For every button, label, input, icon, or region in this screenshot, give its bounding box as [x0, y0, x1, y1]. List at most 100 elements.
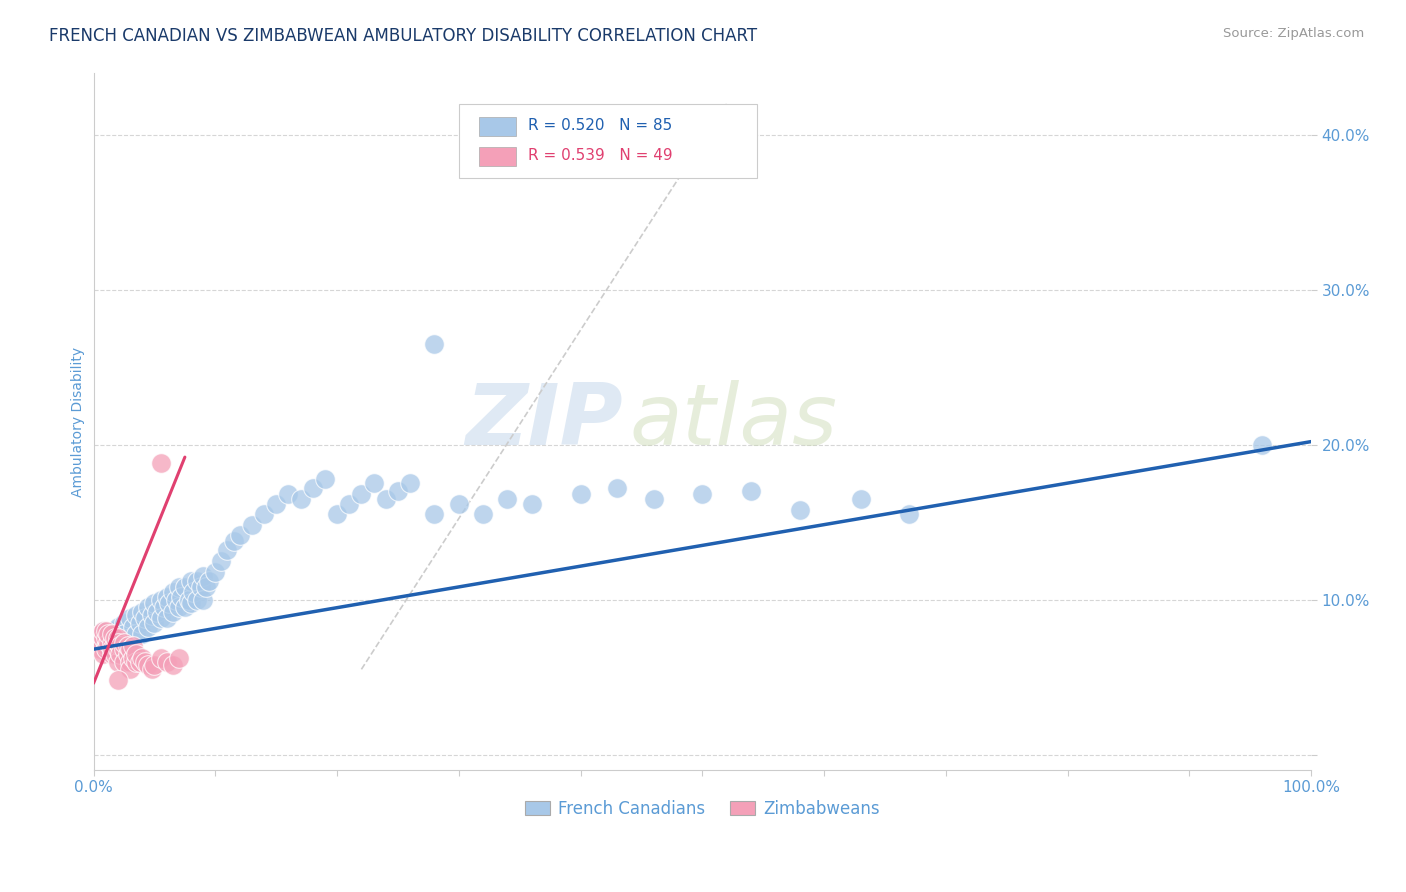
Point [198, 574, 221, 588]
Text: R = 0.539   N = 49: R = 0.539 N = 49 [529, 148, 673, 163]
Point [606, 481, 628, 495]
Point [162, 605, 184, 619]
Point [898, 508, 921, 522]
Point [94, 636, 117, 650]
Point [112, 655, 135, 669]
Point [112, 636, 135, 650]
Point [89, 626, 111, 640]
Point [143, 657, 166, 672]
Point [191, 569, 214, 583]
Point [101, 624, 124, 638]
Point [149, 456, 172, 470]
Point [186, 574, 208, 588]
Point [387, 484, 409, 499]
Point [110, 647, 132, 661]
Text: FRENCH CANADIAN VS ZIMBABWEAN AMBULATORY DISABILITY CORRELATION CHART: FRENCH CANADIAN VS ZIMBABWEAN AMBULATORY… [49, 27, 758, 45]
Point [120, 642, 142, 657]
Point [104, 626, 127, 640]
Point [180, 574, 202, 588]
Point [496, 491, 519, 506]
Point [326, 508, 349, 522]
Point [228, 527, 250, 541]
Point [423, 508, 446, 522]
Point [157, 596, 180, 610]
Point [128, 615, 150, 630]
Point [146, 605, 169, 619]
Point [117, 639, 139, 653]
Point [569, 487, 592, 501]
Point [91, 624, 114, 638]
Point [374, 491, 396, 506]
Point [94, 639, 117, 653]
Legend: French Canadians, Zimbabweans: French Canadians, Zimbabweans [517, 793, 887, 824]
Point [107, 642, 129, 657]
Text: R = 0.520   N = 85: R = 0.520 N = 85 [529, 119, 672, 134]
Point [120, 655, 142, 669]
Point [690, 487, 713, 501]
Point [117, 639, 139, 653]
Point [162, 585, 184, 599]
Point [121, 651, 143, 665]
Y-axis label: Ambulatory Disability: Ambulatory Disability [72, 346, 86, 497]
Point [94, 642, 117, 657]
Point [125, 655, 148, 669]
Point [194, 580, 217, 594]
Point [134, 655, 156, 669]
Point [162, 657, 184, 672]
Point [520, 497, 543, 511]
Point [167, 651, 190, 665]
Point [101, 642, 124, 657]
Point [447, 497, 470, 511]
Point [125, 608, 148, 623]
Text: atlas: atlas [630, 380, 837, 463]
Point [94, 632, 117, 646]
Point [91, 647, 114, 661]
Point [120, 611, 142, 625]
Point [104, 647, 127, 661]
Point [112, 626, 135, 640]
Point [89, 642, 111, 657]
Point [789, 502, 811, 516]
Point [134, 611, 156, 625]
Point [97, 642, 120, 657]
Point [121, 639, 143, 653]
Point [173, 600, 195, 615]
Point [94, 624, 117, 638]
Point [277, 487, 299, 501]
FancyBboxPatch shape [479, 117, 516, 136]
Point [204, 565, 226, 579]
Point [217, 543, 239, 558]
Point [180, 596, 202, 610]
Point [156, 590, 179, 604]
Point [91, 632, 114, 646]
Point [101, 626, 124, 640]
Point [191, 592, 214, 607]
Point [472, 508, 495, 522]
Point [125, 626, 148, 640]
Point [125, 647, 148, 661]
Point [209, 554, 232, 568]
Point [117, 647, 139, 661]
Point [240, 518, 263, 533]
Point [143, 615, 166, 630]
Point [186, 592, 208, 607]
Point [314, 472, 336, 486]
Point [107, 655, 129, 669]
Point [337, 497, 360, 511]
Point [170, 590, 193, 604]
Point [301, 481, 323, 495]
Point [165, 592, 187, 607]
Point [264, 497, 287, 511]
Point [222, 533, 245, 548]
Point [167, 600, 190, 615]
Point [112, 642, 135, 657]
Point [740, 484, 762, 499]
Point [253, 508, 276, 522]
Point [101, 647, 124, 661]
Point [423, 337, 446, 351]
FancyBboxPatch shape [458, 104, 756, 178]
Point [143, 596, 166, 610]
Point [107, 632, 129, 646]
Point [149, 592, 172, 607]
Point [141, 662, 163, 676]
